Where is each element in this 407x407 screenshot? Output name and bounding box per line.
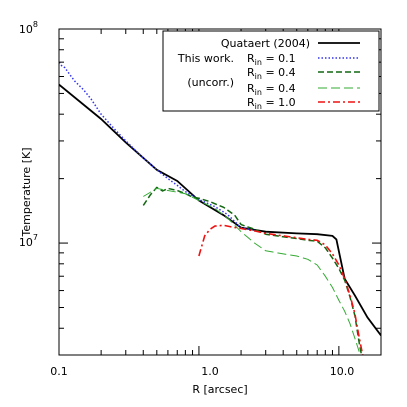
legend: Quataert (2004) This work. (uncorr.) Rin…: [162, 30, 380, 112]
series-line-4: [198, 224, 364, 355]
plot-frame: [58, 28, 382, 356]
series-line-3: [143, 187, 360, 353]
legend-box: [162, 30, 380, 112]
legend-entry-label-1: Rin = 0.1: [247, 52, 296, 67]
legend-entry-label-0: Quataert (2004): [221, 37, 310, 50]
legend-entry-label-2: Rin = 0.4: [247, 66, 296, 81]
series-line-1: [59, 61, 255, 231]
y-axis-label: Temperature [K]: [20, 148, 33, 238]
x-tick-label-1: 1.0: [201, 365, 219, 378]
series-layer: [59, 61, 381, 355]
legend-entry-label-3: Rin = 0.4: [247, 82, 296, 97]
series-line-2: [142, 186, 363, 355]
tick-labels: 0.1 1.0 10.0 108 107: [19, 20, 354, 378]
x-tick-label-0: 0.1: [50, 365, 68, 378]
x-axis-label: R [arcsec]: [192, 383, 247, 396]
y-tick-label-1e8: 108: [19, 20, 38, 36]
legend-group-label-1: (uncorr.): [187, 76, 234, 89]
x-tick-label-2: 10.0: [330, 365, 355, 378]
y-tick-label-1e7: 107: [19, 233, 38, 249]
legend-entry-label-4: Rin = 1.0: [247, 96, 296, 111]
legend-swatches: [318, 42, 360, 103]
legend-group-label-0: This work.: [177, 52, 234, 65]
